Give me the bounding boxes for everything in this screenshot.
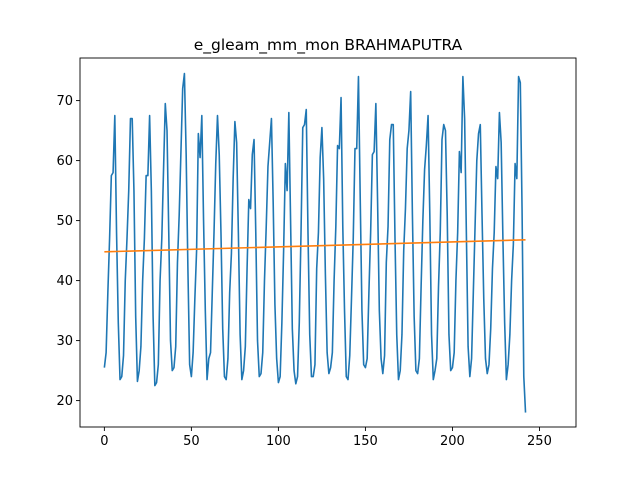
- y-tick-label: 50: [56, 214, 73, 229]
- y-tick-label: 40: [56, 274, 73, 289]
- series-line-1: [103, 72, 527, 413]
- x-tick-label: 200: [440, 434, 465, 449]
- y-tick-label: 70: [56, 94, 73, 109]
- y-tick-label: 60: [56, 154, 73, 169]
- y-tick-label: 30: [56, 334, 73, 349]
- x-tick-label: 150: [353, 434, 378, 449]
- x-tick-label: 100: [266, 434, 291, 449]
- x-tick-label: 0: [100, 434, 108, 449]
- plot-frame: [79, 57, 577, 428]
- x-tick-label: 50: [183, 434, 200, 449]
- trend-line: [104, 239, 526, 253]
- y-tick-label: 20: [56, 394, 73, 409]
- chart-title: e_gleam_mm_mon BRAHMAPUTRA: [194, 36, 463, 55]
- x-tick-label: 250: [527, 434, 552, 449]
